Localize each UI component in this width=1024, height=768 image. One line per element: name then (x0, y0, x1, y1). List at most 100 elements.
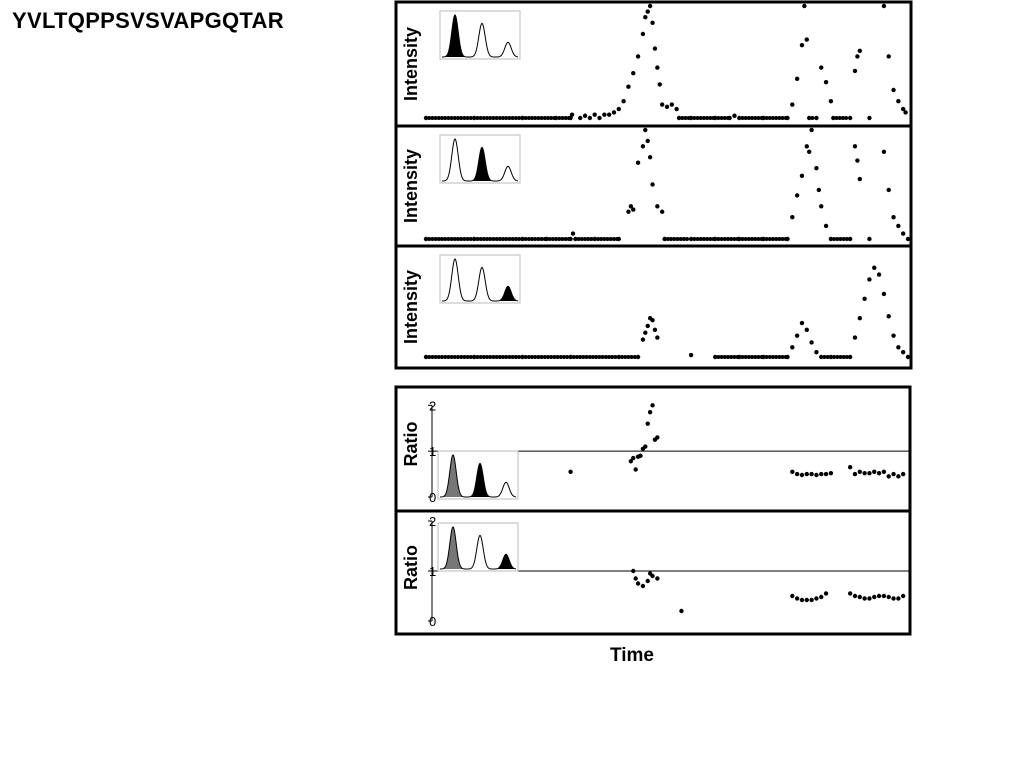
data-point (674, 106, 679, 112)
data-point (847, 465, 853, 470)
data-point (547, 237, 552, 241)
data-point (433, 116, 438, 120)
data-point (832, 355, 837, 359)
data-point (743, 355, 748, 359)
data-point (737, 236, 742, 242)
data-point (777, 355, 782, 359)
data-point (485, 237, 489, 241)
data-point (761, 115, 766, 121)
data-point (629, 355, 634, 359)
data-point (599, 237, 604, 241)
data-point (761, 354, 766, 360)
data-point (862, 296, 867, 301)
data-point (449, 116, 454, 120)
data-point (605, 237, 610, 241)
data-point (692, 237, 697, 241)
data-point (771, 355, 775, 359)
data-point (705, 237, 710, 241)
data-point (595, 237, 600, 241)
data-point (753, 116, 758, 120)
data-point (640, 144, 646, 149)
data-point (767, 355, 772, 359)
data-point (488, 355, 493, 359)
data-point (756, 237, 761, 241)
data-point (669, 102, 675, 107)
data-point (475, 237, 480, 241)
data-point (635, 354, 641, 360)
data-point (423, 354, 429, 360)
data-point (436, 355, 441, 359)
data-point (790, 469, 795, 474)
data-point (427, 237, 432, 241)
data-point (881, 3, 887, 9)
data-point (905, 236, 911, 242)
data-point (494, 116, 499, 120)
data-point (440, 237, 444, 241)
data-point (814, 115, 819, 121)
data-point (510, 116, 515, 120)
y-tick-label: 0 (429, 614, 436, 629)
data-point (647, 155, 653, 160)
data-point (764, 237, 769, 241)
isotope-envelope-line (439, 526, 517, 570)
data-point (513, 116, 518, 120)
data-point (708, 116, 713, 120)
data-point (573, 236, 578, 242)
data-point (809, 597, 814, 603)
data-point (491, 116, 496, 120)
data-point (819, 594, 824, 600)
data-point (828, 236, 834, 242)
data-point (852, 68, 858, 74)
data-point (823, 591, 829, 596)
data-point (647, 410, 653, 415)
data-point (886, 54, 891, 59)
data-point (533, 355, 538, 359)
data-point (841, 355, 846, 359)
data-point (579, 237, 584, 241)
data-point (452, 116, 457, 120)
data-point (526, 355, 531, 359)
data-point (623, 355, 628, 359)
data-point (847, 115, 853, 121)
data-point (790, 345, 795, 350)
data-point (698, 116, 703, 120)
data-point (510, 355, 515, 359)
y-axis-label: Intensity (401, 27, 421, 101)
data-point (635, 581, 641, 586)
data-point (546, 355, 550, 359)
data-point (896, 223, 901, 229)
data-point (491, 237, 496, 241)
data-point (446, 355, 451, 359)
data-point (655, 435, 660, 440)
data-point (896, 596, 901, 601)
data-point (427, 116, 432, 120)
data-point (701, 237, 706, 241)
peptide-title: YVLTQPPSVSVAPGQTAR (12, 8, 284, 33)
data-point (568, 115, 573, 121)
data-point (681, 237, 686, 241)
data-point (581, 355, 586, 359)
data-point (562, 355, 566, 359)
data-point (631, 568, 636, 574)
data-point (872, 594, 877, 600)
data-point (876, 470, 882, 476)
data-point (475, 116, 480, 120)
data-point (592, 236, 597, 242)
data-point (520, 236, 525, 242)
data-point (837, 116, 842, 120)
data-point (449, 355, 454, 359)
data-point (510, 237, 515, 241)
data-point (905, 354, 911, 360)
data-point (549, 355, 554, 359)
data-point (554, 237, 559, 241)
data-point (705, 116, 710, 120)
data-point (799, 472, 805, 478)
data-point (647, 3, 653, 9)
data-point (761, 236, 766, 242)
data-point (804, 144, 809, 149)
data-point (652, 327, 658, 333)
data-point (756, 116, 761, 120)
data-point (804, 327, 809, 333)
data-point (900, 106, 906, 112)
data-point (611, 110, 617, 115)
